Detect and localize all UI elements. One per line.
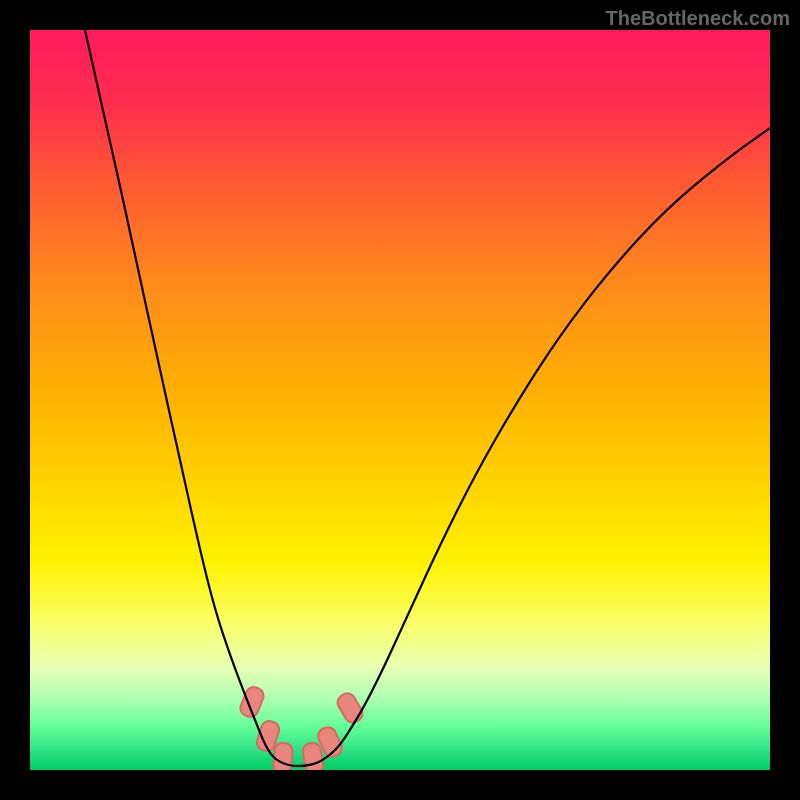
watermark-text: TheBottleneck.com xyxy=(606,8,790,31)
curve-overlay xyxy=(30,30,770,770)
curve-marker xyxy=(335,691,366,726)
chart-container: TheBottleneck.com xyxy=(0,0,800,800)
bottleneck-curve xyxy=(85,30,770,766)
chart-frame xyxy=(30,30,770,770)
